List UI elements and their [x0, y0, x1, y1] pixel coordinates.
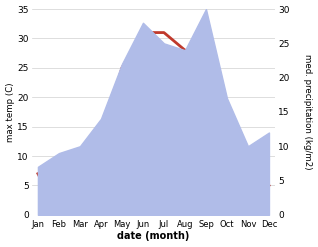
- X-axis label: date (month): date (month): [117, 231, 190, 242]
- Y-axis label: med. precipitation (kg/m2): med. precipitation (kg/m2): [303, 54, 313, 170]
- Y-axis label: max temp (C): max temp (C): [5, 82, 15, 142]
